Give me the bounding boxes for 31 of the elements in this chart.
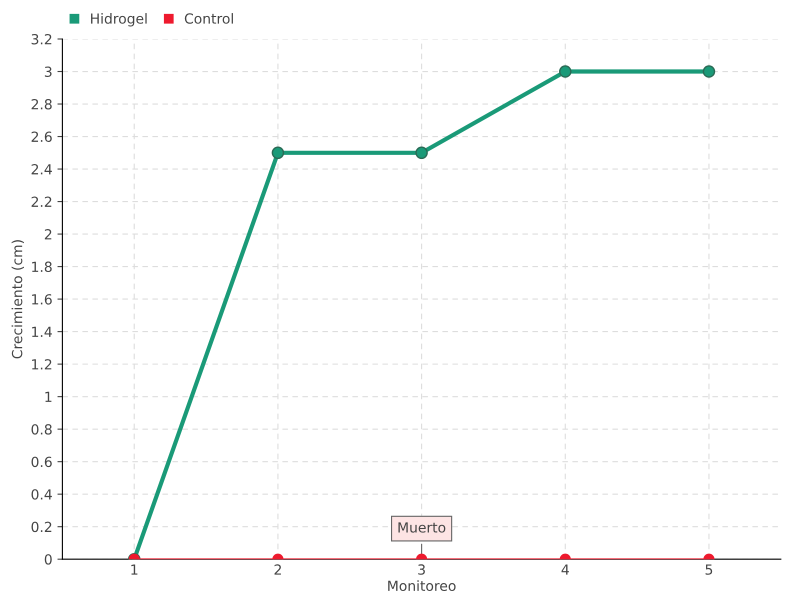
legend-label: Control [184,13,233,24]
point [702,65,716,78]
point [272,146,284,160]
point [415,146,428,160]
y-tick-label: 0.6 [32,456,52,468]
x-tick-label: 2 [274,564,281,575]
x-tick-label: 3 [418,564,425,575]
x-axis-title: Monitoreo [388,580,456,592]
y-tick-label: 2.4 [32,164,52,174]
y-tick-label: 0.8 [32,424,52,435]
y-tick-label: 2.6 [32,132,52,142]
annotation: Muerto [398,522,446,533]
y-tick-label: 2.8 [32,98,52,110]
x-tick-label: 1 [131,564,138,575]
y-tick-label: 0.2 [32,522,52,532]
x-tick-label: 5 [706,564,712,575]
y-tick-label: 0.4 [32,489,52,500]
y-tick-label: 1.2 [32,359,52,370]
x-tick-label: 4 [562,564,569,575]
y-tick-label: 3 [44,66,52,77]
legend-label: Hidrogel [91,13,147,26]
y-tick-label: 3.2 [32,34,52,44]
y-tick-label: 1 [45,392,52,402]
y-tick-label: 1.4 [32,326,52,337]
point [559,65,572,78]
y-tick-label: 0 [44,554,52,565]
y-tick-label: 2 [44,229,52,240]
y-tick-label: 2.2 [32,196,52,207]
y-tick-label: 1.6 [32,294,52,305]
y-axis-title: Crecimiento (cm) [12,240,24,358]
y-tick-label: 1.8 [32,262,52,272]
